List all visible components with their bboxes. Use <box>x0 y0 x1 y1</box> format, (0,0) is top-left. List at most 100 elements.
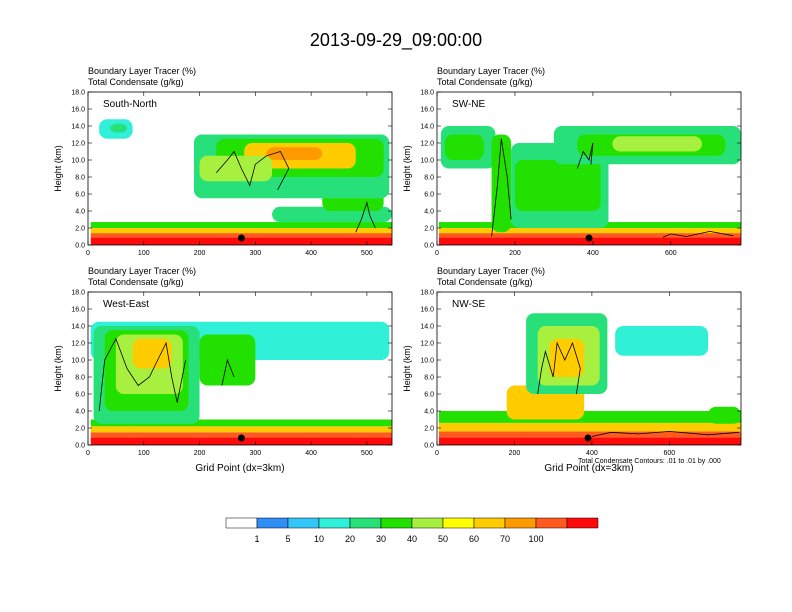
y-axis-label: Height (km) <box>402 345 412 392</box>
x-tick-label: 500 <box>361 250 373 257</box>
x-tick-label: 400 <box>305 250 317 257</box>
colorbar-label: 5 <box>285 534 290 544</box>
shaded-region <box>110 123 128 133</box>
shaded-region <box>90 222 392 228</box>
shaded-region <box>90 426 392 433</box>
y-tick-label: 12.0 <box>420 141 434 148</box>
y-tick-label: 10.0 <box>71 158 85 165</box>
y-tick-label: 14.0 <box>71 124 85 131</box>
colorbar-label: 50 <box>438 534 448 544</box>
x-tick-label: 500 <box>361 450 373 457</box>
y-tick-label: 8.0 <box>75 375 85 382</box>
shaded-region <box>438 228 741 234</box>
contour-line <box>537 341 581 395</box>
condensate-contours <box>491 138 734 238</box>
condensate-contours <box>537 341 740 437</box>
colorbar-label: 1 <box>254 534 259 544</box>
y-tick-label: 4.0 <box>75 209 85 216</box>
x-tick-label: 400 <box>305 450 317 457</box>
y-tick-label: 4.0 <box>75 409 85 416</box>
colorbar-swatch <box>442 517 475 529</box>
x-tick-label: 200 <box>194 250 206 257</box>
panel-2-field-labels: Boundary Layer Tracer (%) Total Condensa… <box>437 66 545 88</box>
plot-frame <box>87 291 393 446</box>
plot-frame <box>87 91 393 246</box>
y-tick-label: 8.0 <box>424 375 434 382</box>
condensate-contours <box>98 337 235 412</box>
panel-1-field-labels: Boundary Layer Tracer (%) Total Condensa… <box>88 66 196 88</box>
shaded-region <box>132 338 172 369</box>
colorbar-swatch <box>566 517 599 529</box>
y-axis-label: Height (km) <box>402 145 412 192</box>
y-tick-label: 16.0 <box>420 107 434 114</box>
contour-line <box>98 337 186 412</box>
shaded-region <box>612 136 703 152</box>
x-tick-label: 300 <box>249 250 261 257</box>
panel-title: South-North <box>103 99 157 110</box>
colorbar-swatch <box>318 517 351 529</box>
y-axis-label: Height (km) <box>53 345 63 392</box>
y-tick-label: 2.0 <box>75 226 85 233</box>
colorbar-label: 30 <box>376 534 386 544</box>
location-marker <box>237 234 245 242</box>
panel-title: West-East <box>103 299 149 310</box>
contour-line <box>221 358 235 386</box>
location-marker <box>585 234 593 242</box>
location-marker <box>584 434 592 442</box>
contour-line <box>662 230 734 238</box>
y-tick-label: 2.0 <box>424 426 434 433</box>
y-tick-label: 10.0 <box>420 158 434 165</box>
colorbar-swatch <box>411 517 444 529</box>
colorbar-swatch <box>349 517 382 529</box>
colorbar-label: 60 <box>469 534 479 544</box>
y-tick-label: 14.0 <box>71 324 85 331</box>
figure-title: 2013-09-29_09:00:00 <box>309 30 483 50</box>
colorbar-label: 40 <box>407 534 417 544</box>
x-axis-label: Grid Point (dx=3km) <box>544 463 633 474</box>
y-tick-label: 12.0 <box>71 341 85 348</box>
panel-title: SW-NE <box>452 99 485 110</box>
shaded-region <box>438 422 741 432</box>
panel-3-label-tracer: Boundary Layer Tracer (%) <box>88 266 197 276</box>
colorbar-swatch <box>473 517 506 529</box>
shaded-region <box>90 228 392 234</box>
condensate-contours <box>215 150 376 233</box>
x-tick-label: 0 <box>435 450 439 457</box>
y-tick-label: 2.0 <box>75 426 85 433</box>
x-tick-label: 100 <box>138 250 150 257</box>
panel-1-label-condensate: Total Condensate (g/kg) <box>88 77 184 87</box>
shaded-region <box>514 160 601 211</box>
y-tick-label: 0.0 <box>75 243 85 250</box>
y-tick-label: 4.0 <box>424 209 434 216</box>
colorbar-label: 70 <box>500 534 510 544</box>
y-tick-label: 4.0 <box>424 409 434 416</box>
x-tick-label: 600 <box>664 450 676 457</box>
contour-footnote: Total Condensate Contours: .01 to .01 by… <box>578 458 721 465</box>
x-tick-label: 0 <box>86 450 90 457</box>
colorbar-swatch <box>535 517 568 529</box>
colorbar-swatch <box>380 517 413 529</box>
y-tick-label: 0.0 <box>75 443 85 450</box>
colorbar-label: 100 <box>528 534 543 544</box>
x-tick-label: 200 <box>194 450 206 457</box>
y-tick-label: 6.0 <box>75 392 85 399</box>
panel-3-field-labels: Boundary Layer Tracer (%) Total Condensa… <box>88 266 196 288</box>
x-tick-label: 100 <box>138 450 150 457</box>
y-tick-label: 2.0 <box>424 226 434 233</box>
x-tick-label: 200 <box>509 250 521 257</box>
x-tick-label: 400 <box>586 450 598 457</box>
shaded-field <box>438 313 741 445</box>
y-tick-label: 10.0 <box>71 358 85 365</box>
y-tick-label: 0.0 <box>424 243 434 250</box>
shaded-region <box>491 134 512 233</box>
contour-line <box>355 200 376 233</box>
panel-title: NW-SE <box>452 299 485 310</box>
y-tick-label: 10.0 <box>420 358 434 365</box>
plot-frame <box>436 91 742 246</box>
panel-4-field-labels: Boundary Layer Tracer (%) Total Condensa… <box>437 266 545 288</box>
y-tick-label: 18.0 <box>71 90 85 97</box>
shaded-region <box>615 326 709 356</box>
shaded-region <box>90 419 392 427</box>
x-tick-label: 0 <box>435 250 439 257</box>
